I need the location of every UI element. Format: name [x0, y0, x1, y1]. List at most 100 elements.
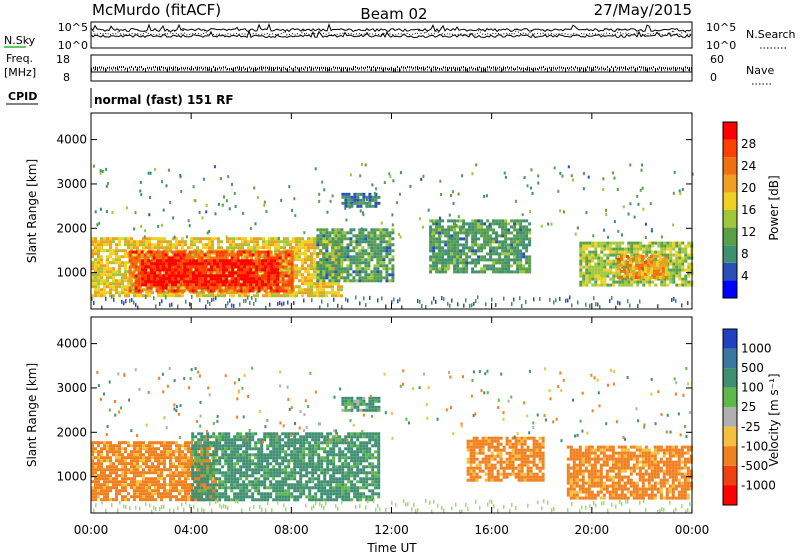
heatmap-cell [468, 231, 472, 235]
heatmap-cell [483, 255, 487, 259]
heatmap-cell [148, 486, 151, 490]
heatmap-cell [331, 279, 335, 283]
heatmap-cell [618, 283, 622, 287]
heatmap-cell [169, 303, 171, 308]
heatmap-cell [691, 172, 694, 176]
heatmap-cell [492, 240, 496, 244]
heatmap-cell [94, 279, 97, 283]
heatmap-cell [133, 480, 136, 484]
heatmap-cell [115, 258, 118, 262]
heatmap-cell [349, 249, 353, 253]
heatmap-cell [504, 270, 508, 274]
freq-mark [181, 66, 182, 69]
heatmap-cell [112, 447, 115, 451]
heatmap-cell [352, 246, 356, 250]
heatmap-cell [216, 262, 220, 266]
heatmap-cell [181, 453, 184, 457]
heatmap-cell [206, 231, 209, 235]
heatmap-cell [438, 246, 442, 250]
heatmap-cell [465, 255, 469, 259]
heatmap-cell [649, 254, 653, 258]
heatmap-cell [213, 262, 217, 266]
heatmap-cell [480, 231, 484, 235]
heatmap-cell [204, 277, 208, 281]
heatmap-cell [376, 273, 380, 277]
heatmap-cell [145, 480, 148, 484]
heatmap-cell [528, 264, 532, 268]
heatmap-cell [453, 225, 457, 229]
heatmap-cell [585, 302, 587, 307]
heatmap-cell [159, 265, 163, 269]
heatmap-cell [295, 249, 298, 253]
heatmap-cell [669, 268, 673, 272]
heatmap-cell [94, 480, 97, 484]
heatmap-cell [175, 444, 178, 448]
freq-mark [279, 67, 280, 70]
heatmap-cell [273, 271, 277, 275]
heatmap-cell [169, 249, 172, 253]
heatmap-cell [389, 175, 392, 179]
heatmap-cell [579, 244, 583, 248]
heatmap-cell [621, 247, 625, 251]
heatmap-cell [606, 256, 610, 260]
heatmap-cell [163, 453, 166, 457]
heatmap-cell [137, 277, 141, 281]
heatmap-cell [121, 282, 124, 286]
heatmap-cell [525, 255, 529, 259]
heatmap-cell [660, 247, 664, 251]
heatmap-cell [352, 249, 356, 253]
heatmap-cell [655, 269, 659, 273]
heatmap-cell [539, 297, 541, 301]
heatmap-cell [319, 240, 323, 244]
heatmap-cell [504, 240, 508, 244]
heatmap-cell [624, 250, 628, 254]
heatmap-cell [172, 480, 175, 484]
heatmap-cell [181, 285, 184, 289]
heatmap-cell [127, 444, 130, 448]
heatmap-cell [136, 444, 139, 448]
heatmap-cell [337, 252, 340, 256]
heatmap-cell [498, 219, 502, 223]
heatmap-cell [94, 474, 97, 478]
heatmap-cell [349, 273, 353, 277]
heatmap-cell [130, 486, 133, 490]
heatmap-cell [214, 237, 217, 241]
heatmap-cell [115, 456, 118, 460]
heatmap-cell [149, 286, 153, 290]
heatmap-cell [441, 261, 445, 265]
heatmap-cell [513, 255, 517, 259]
heatmap-cell [198, 211, 201, 214]
heatmap-cell [221, 250, 225, 254]
heatmap-cell [295, 264, 298, 268]
heatmap-cell [480, 249, 484, 253]
freq-mark [689, 67, 690, 72]
heatmap-cell [127, 252, 130, 256]
heatmap-cell [160, 468, 163, 472]
heatmap-cell [198, 283, 202, 287]
heatmap-cell [269, 280, 273, 284]
heatmap-cell [661, 260, 665, 264]
heatmap-cell [301, 294, 304, 298]
heatmap-cell [331, 231, 335, 235]
heatmap-cell [148, 294, 151, 298]
heatmap-cell [630, 250, 634, 254]
heatmap-cell [246, 274, 250, 278]
heatmap-cell [148, 483, 151, 487]
heatmap-cell [465, 240, 469, 244]
heatmap-cell [624, 247, 628, 251]
heatmap-cell [516, 243, 520, 247]
heatmap-cell [124, 249, 127, 253]
heatmap-cell [165, 277, 169, 281]
heatmap-cell [612, 253, 616, 257]
heatmap-cell [310, 240, 313, 244]
heatmap-cell [133, 291, 136, 295]
heatmap-cell [266, 286, 270, 290]
heatmap-cell [176, 250, 180, 254]
heatmap-cell [121, 237, 124, 241]
heatmap-cell [475, 163, 478, 167]
heatmap-cell [178, 462, 181, 466]
heatmap-cell [257, 253, 261, 257]
heatmap-cell [616, 260, 620, 264]
heatmap-cell [462, 243, 466, 247]
heatmap-cell [197, 268, 201, 272]
